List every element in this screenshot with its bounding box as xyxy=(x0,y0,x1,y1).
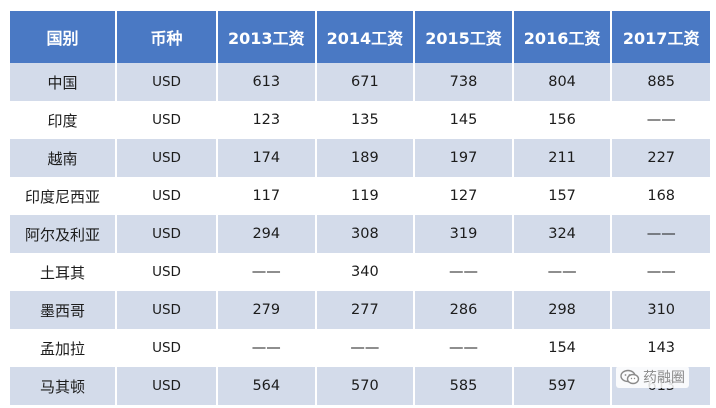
cell-y2017: —— xyxy=(611,253,710,291)
cell-y2013: 123 xyxy=(217,101,317,139)
cell-y2013: —— xyxy=(217,253,317,291)
cell-country: 阿尔及利亚 xyxy=(10,215,117,253)
wechat-icon xyxy=(620,369,640,385)
cell-y2015: 286 xyxy=(414,291,514,329)
cell-y2017: 885 xyxy=(611,63,710,101)
cell-y2016: 597 xyxy=(512,367,613,405)
cell-y2013: 117 xyxy=(217,177,317,215)
cell-y2014: 189 xyxy=(315,139,416,177)
header-row: 国别 币种 2013工资 2014工资 2015工资 2016工资 2017工资 xyxy=(10,11,710,63)
cell-country: 土耳其 xyxy=(10,253,117,291)
cell-y2014: 671 xyxy=(315,63,416,101)
cell-y2015: 197 xyxy=(414,139,514,177)
cell-y2016: 156 xyxy=(512,101,613,139)
cell-country: 越南 xyxy=(10,139,117,177)
cell-y2017: 227 xyxy=(611,139,710,177)
header-2013: 2013工资 xyxy=(217,11,317,63)
cell-y2016: 154 xyxy=(512,329,613,367)
cell-y2014: 570 xyxy=(315,367,416,405)
cell-y2014: 340 xyxy=(315,253,416,291)
cell-y2014: —— xyxy=(315,329,416,367)
header-currency: 币种 xyxy=(116,11,218,63)
cell-y2015: —— xyxy=(414,253,514,291)
table-row: 阿尔及利亚 USD 294 308 319 324 —— xyxy=(10,215,710,253)
header-2017: 2017工资 xyxy=(611,11,710,63)
cell-y2015: 145 xyxy=(414,101,514,139)
table-row: 土耳其 USD —— 340 —— —— —— xyxy=(10,253,710,291)
cell-y2015: 319 xyxy=(414,215,514,253)
watermark: 药融圈 xyxy=(616,366,689,388)
cell-y2013: 294 xyxy=(217,215,317,253)
cell-y2017: 168 xyxy=(611,177,710,215)
table-body: 中国 USD 613 671 738 804 885 印度 USD 123 135 145 156 —— 越… xyxy=(10,63,710,405)
cell-currency: USD xyxy=(116,101,218,139)
cell-y2017: 143 xyxy=(611,329,710,367)
cell-y2013: 279 xyxy=(217,291,317,329)
cell-country: 墨西哥 xyxy=(10,291,117,329)
cell-y2014: 308 xyxy=(315,215,416,253)
cell-y2016: 157 xyxy=(512,177,613,215)
cell-country: 马其顿 xyxy=(10,367,117,405)
cell-y2015: 585 xyxy=(414,367,514,405)
cell-y2016: 298 xyxy=(512,291,613,329)
cell-currency: USD xyxy=(116,215,218,253)
cell-y2016: 324 xyxy=(512,215,613,253)
cell-y2014: 119 xyxy=(315,177,416,215)
cell-y2013: 564 xyxy=(217,367,317,405)
header-2015: 2015工资 xyxy=(414,11,514,63)
cell-currency: USD xyxy=(116,177,218,215)
cell-y2017: —— xyxy=(611,101,710,139)
header-2014: 2014工资 xyxy=(315,11,416,63)
table-row: 越南 USD 174 189 197 211 227 xyxy=(10,139,710,177)
watermark-text: 药融圈 xyxy=(643,370,685,386)
table-row: 印度尼西亚 USD 117 119 127 157 168 xyxy=(10,177,710,215)
cell-y2016: 804 xyxy=(512,63,613,101)
cell-country: 印度 xyxy=(10,101,117,139)
header-country: 国别 xyxy=(10,11,117,63)
cell-y2014: 135 xyxy=(315,101,416,139)
cell-y2015: 738 xyxy=(414,63,514,101)
cell-currency: USD xyxy=(116,291,218,329)
cell-y2016: 211 xyxy=(512,139,613,177)
cell-y2017: —— xyxy=(611,215,710,253)
table-row: 墨西哥 USD 279 277 286 298 310 xyxy=(10,291,710,329)
table-row: 印度 USD 123 135 145 156 —— xyxy=(10,101,710,139)
cell-y2013: —— xyxy=(217,329,317,367)
cell-currency: USD xyxy=(116,139,218,177)
cell-country: 孟加拉 xyxy=(10,329,117,367)
table-row: 孟加拉 USD —— —— —— 154 143 xyxy=(10,329,710,367)
cell-y2017: 310 xyxy=(611,291,710,329)
cell-currency: USD xyxy=(116,63,218,101)
cell-y2014: 277 xyxy=(315,291,416,329)
cell-country: 印度尼西亚 xyxy=(10,177,117,215)
header-2016: 2016工资 xyxy=(512,11,613,63)
table-row: 马其顿USD564570585597613 xyxy=(10,367,710,405)
cell-currency: USD xyxy=(116,253,218,291)
cell-y2013: 613 xyxy=(217,63,317,101)
cell-y2015: —— xyxy=(414,329,514,367)
cell-currency: USD xyxy=(116,367,218,405)
table-row: 中国 USD 613 671 738 804 885 xyxy=(10,63,710,101)
cell-y2013: 174 xyxy=(217,139,317,177)
cell-y2016: —— xyxy=(512,253,613,291)
salary-table: 国别 币种 2013工资 2014工资 2015工资 2016工资 2017工资… xyxy=(10,11,710,405)
cell-country: 中国 xyxy=(10,63,117,101)
cell-currency: USD xyxy=(116,329,218,367)
cell-y2015: 127 xyxy=(414,177,514,215)
